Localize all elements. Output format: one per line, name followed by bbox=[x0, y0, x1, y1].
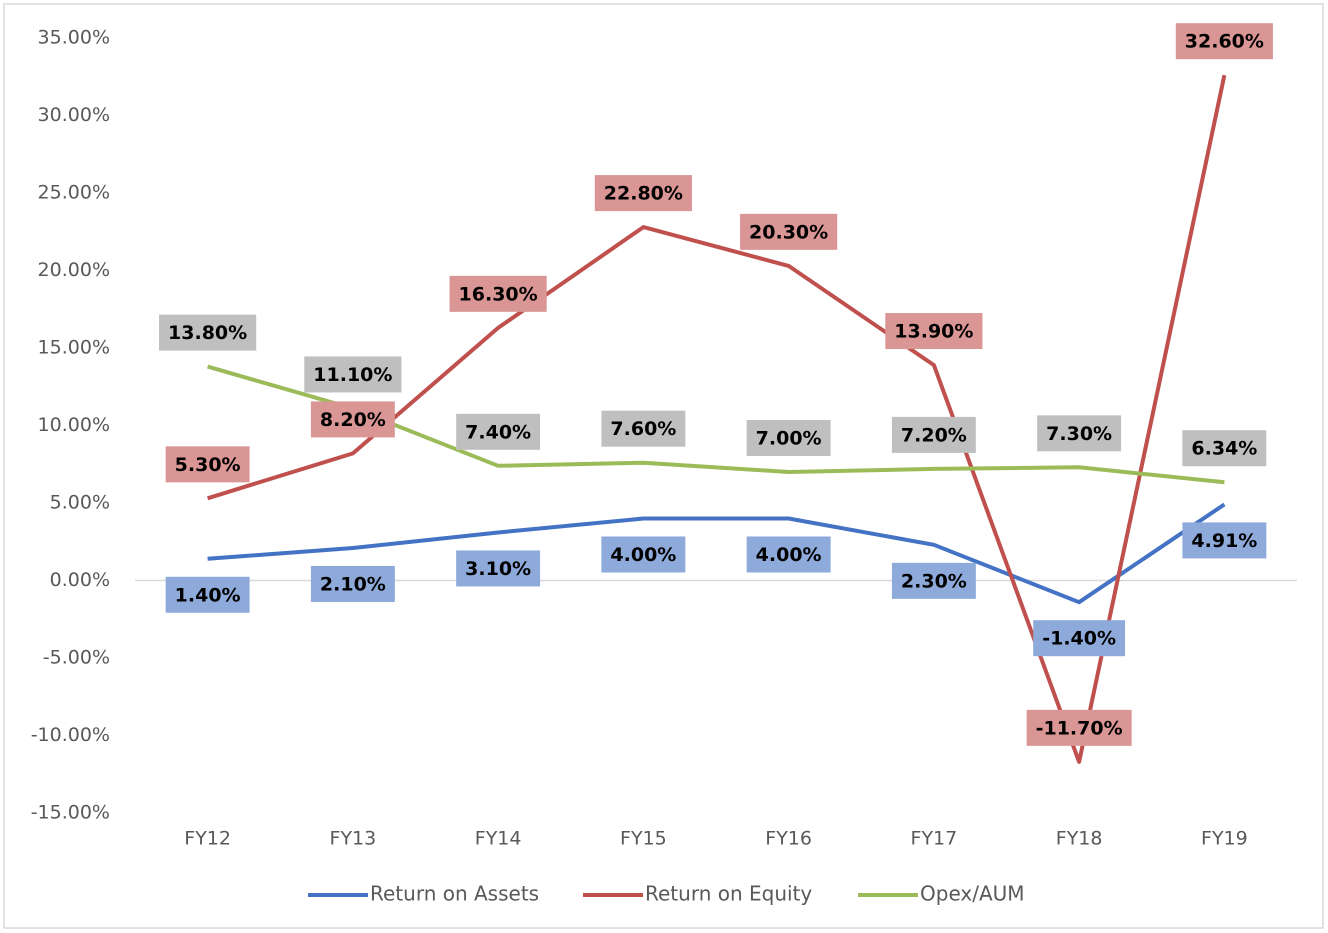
data-label: 22.80% bbox=[594, 175, 692, 212]
data-label-text: 16.30% bbox=[459, 283, 538, 305]
y-tick-label: 35.00% bbox=[38, 27, 110, 49]
data-label-box bbox=[891, 562, 976, 599]
data-label-box bbox=[601, 410, 686, 447]
x-tick-label: FY16 bbox=[765, 828, 812, 850]
data-label-text: 11.10% bbox=[313, 364, 392, 386]
data-label: -1.40% bbox=[1033, 620, 1126, 657]
x-tick-label: FY19 bbox=[1201, 828, 1248, 850]
data-label: 7.30% bbox=[1037, 415, 1122, 452]
data-label-text: 2.30% bbox=[901, 570, 967, 592]
data-label-box bbox=[1026, 709, 1132, 746]
data-label: 7.00% bbox=[746, 420, 831, 456]
data-label-box bbox=[601, 536, 686, 573]
legend-label: Return on Assets bbox=[370, 882, 539, 906]
data-label: 2.30% bbox=[891, 562, 976, 599]
y-tick-label: -15.00% bbox=[31, 802, 110, 824]
x-tick-label: FY15 bbox=[620, 828, 667, 850]
series-line bbox=[207, 502, 1226, 605]
data-label: 7.60% bbox=[601, 410, 686, 447]
data-label: 7.20% bbox=[891, 416, 976, 453]
data-label-box bbox=[165, 446, 250, 483]
data-label-text: 4.91% bbox=[1191, 530, 1257, 552]
y-tick-label: 10.00% bbox=[38, 414, 110, 436]
data-label-text: 4.00% bbox=[610, 544, 676, 566]
data-label-text: 7.30% bbox=[1046, 423, 1112, 445]
data-label-box bbox=[1033, 620, 1126, 657]
data-label: 32.60% bbox=[1175, 23, 1273, 60]
data-label-box bbox=[1182, 522, 1267, 559]
x-tick-label: FY18 bbox=[1056, 828, 1103, 850]
data-label-box bbox=[594, 175, 692, 212]
x-tick-label: FY17 bbox=[911, 828, 958, 850]
data-label: 4.00% bbox=[746, 536, 831, 573]
data-label: 13.80% bbox=[159, 314, 257, 351]
data-label-text: 20.30% bbox=[749, 221, 828, 243]
data-label-text: 5.30% bbox=[175, 454, 241, 476]
data-label-box bbox=[746, 420, 831, 456]
data-label-text: 1.40% bbox=[175, 584, 241, 606]
data-label-box bbox=[159, 314, 257, 351]
data-label-text: 13.90% bbox=[894, 321, 973, 343]
data-label: 5.30% bbox=[165, 446, 250, 483]
data-label: 7.40% bbox=[456, 413, 541, 450]
data-label: 16.30% bbox=[449, 275, 547, 312]
data-label-text: 4.00% bbox=[756, 544, 822, 566]
y-tick-label: 0.00% bbox=[50, 569, 110, 591]
data-label-box bbox=[304, 356, 402, 393]
data-label-box bbox=[740, 213, 838, 250]
data-label-text: 2.10% bbox=[320, 573, 386, 595]
data-label: 6.34% bbox=[1182, 430, 1267, 467]
data-label-text: 8.20% bbox=[320, 409, 386, 431]
y-tick-label: 20.00% bbox=[38, 259, 110, 281]
data-label-text: -1.40% bbox=[1042, 628, 1116, 650]
data-label-box bbox=[456, 413, 541, 450]
data-label-box bbox=[1182, 430, 1267, 467]
y-tick-label: -10.00% bbox=[31, 724, 110, 746]
data-label: 1.40% bbox=[165, 576, 250, 613]
data-label: 8.20% bbox=[310, 401, 395, 438]
data-label-box bbox=[1037, 415, 1122, 452]
y-tick-label: 30.00% bbox=[38, 104, 110, 126]
data-label: 11.10% bbox=[304, 356, 402, 393]
data-label-box bbox=[891, 416, 976, 453]
data-label-box bbox=[310, 401, 395, 438]
data-label-box bbox=[449, 275, 547, 312]
data-label-box bbox=[1175, 23, 1273, 60]
data-label-text: 3.10% bbox=[465, 558, 531, 580]
y-tick-label: 25.00% bbox=[38, 182, 110, 204]
data-label-text: 13.80% bbox=[168, 322, 247, 344]
data-label: 4.91% bbox=[1182, 522, 1267, 559]
data-label: 13.90% bbox=[885, 313, 983, 350]
data-label-text: 32.60% bbox=[1185, 31, 1264, 53]
data-label-text: 7.20% bbox=[901, 424, 967, 446]
data-label-box bbox=[310, 565, 395, 602]
y-tick-label: 15.00% bbox=[38, 337, 110, 359]
data-label-box bbox=[885, 313, 983, 350]
data-label: 3.10% bbox=[456, 550, 541, 587]
x-tick-label: FY14 bbox=[475, 828, 522, 850]
data-label: 4.00% bbox=[601, 536, 686, 573]
x-tick-label: FY13 bbox=[330, 828, 377, 850]
data-label-text: 7.60% bbox=[610, 418, 676, 440]
x-tick-label: FY12 bbox=[184, 828, 231, 850]
data-label: 2.10% bbox=[310, 565, 395, 602]
data-label-text: 7.40% bbox=[465, 421, 531, 443]
data-label: -11.70% bbox=[1026, 709, 1132, 746]
legend-label: Opex/AUM bbox=[920, 882, 1025, 906]
data-label-text: 7.00% bbox=[756, 428, 822, 450]
data-label-text: -11.70% bbox=[1036, 717, 1123, 739]
legend-label: Return on Equity bbox=[645, 882, 812, 906]
y-tick-label: 5.00% bbox=[50, 492, 110, 514]
data-label-box bbox=[456, 550, 541, 587]
data-label-text: 6.34% bbox=[1191, 438, 1257, 460]
data-label: 20.30% bbox=[740, 213, 838, 250]
data-label-text: 22.80% bbox=[604, 183, 683, 205]
y-tick-label: -5.00% bbox=[43, 647, 110, 669]
data-label-box bbox=[746, 536, 831, 573]
data-label-box bbox=[165, 576, 250, 613]
